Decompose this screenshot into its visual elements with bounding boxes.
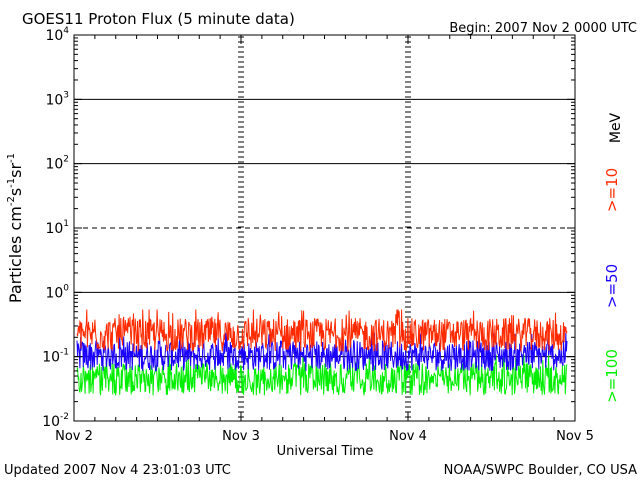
y-tick-label: 104 bbox=[45, 26, 69, 44]
y-tick-label: 10-2 bbox=[42, 412, 69, 430]
y-tick-label: 103 bbox=[45, 90, 69, 108]
series-line bbox=[76, 332, 568, 372]
y-tick-label: 101 bbox=[45, 219, 69, 237]
legend-entry: >=50 bbox=[603, 264, 621, 308]
y-tick-label: 100 bbox=[45, 283, 69, 301]
series-line bbox=[76, 354, 568, 396]
x-axis-label: Universal Time bbox=[277, 444, 374, 459]
y-tick-label: 10-1 bbox=[42, 348, 69, 366]
begin-time-label: Begin: 2007 Nov 2 0000 UTC bbox=[449, 21, 637, 36]
x-tick-label: Nov 5 bbox=[556, 429, 594, 444]
y-axis-label: Particles cm-2s-1sr-1 bbox=[6, 153, 25, 303]
x-tick-label: Nov 4 bbox=[389, 429, 427, 444]
unit-label: MeV bbox=[608, 112, 624, 143]
series-line bbox=[76, 309, 568, 352]
chart-title: GOES11 Proton Flux (5 minute data) bbox=[22, 10, 295, 28]
series-layer bbox=[76, 309, 568, 396]
legend: >=10 >=50 >=100 bbox=[603, 168, 621, 403]
updated-timestamp: Updated 2007 Nov 4 23:01:03 UTC bbox=[4, 463, 231, 478]
credit-label: NOAA/SWPC Boulder, CO USA bbox=[444, 463, 637, 478]
legend-entry: >=10 bbox=[603, 168, 621, 212]
x-tick-label: Nov 3 bbox=[222, 429, 260, 444]
x-tick-label: Nov 2 bbox=[55, 429, 93, 444]
legend-entry: >=100 bbox=[603, 349, 621, 403]
y-axis-ticks: 104 103 102 101 100 10-1 10-2 bbox=[42, 26, 575, 430]
y-tick-label: 102 bbox=[45, 155, 69, 173]
x-axis-ticks: Nov 2 Nov 3 Nov 4 Nov 5 bbox=[55, 35, 594, 444]
grid-lines bbox=[74, 98, 575, 358]
